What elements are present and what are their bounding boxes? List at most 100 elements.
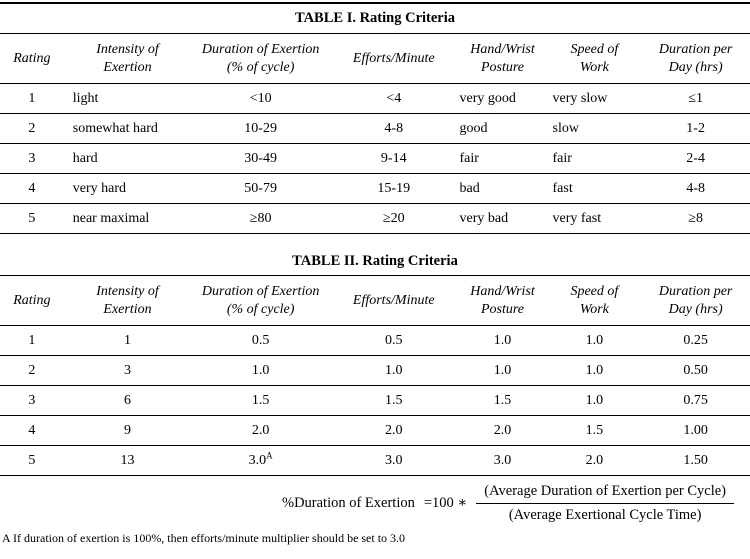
table-cell: 2 xyxy=(0,113,64,144)
table-cell: 0.5 xyxy=(191,325,330,356)
table-cell: 2 xyxy=(0,355,64,386)
table-cell: 1.0 xyxy=(330,355,458,386)
column-header-efforts: Efforts/Minute xyxy=(330,34,458,84)
table2-title: TABLE II. Rating Criteria xyxy=(0,247,750,276)
table-cell: fast xyxy=(547,173,642,204)
table-cell: 3 xyxy=(63,355,192,386)
table-cell: 9 xyxy=(63,415,192,446)
table-cell: 15-19 xyxy=(330,173,458,204)
table-cell: very fast xyxy=(547,203,642,234)
table-cell: very hard xyxy=(63,173,192,204)
column-header-duration-day: Duration per Day (hrs) xyxy=(641,276,750,326)
table-cell: ≥80 xyxy=(191,203,330,234)
table1-header-row: Rating Intensity of Exertion Duration of… xyxy=(0,34,750,84)
table-cell: 1.0 xyxy=(547,385,642,416)
formula-fraction: (Average Duration of Exertion per Cycle)… xyxy=(476,482,734,524)
column-header-efforts: Efforts/Minute xyxy=(330,276,458,326)
table-cell: 2-4 xyxy=(641,143,750,174)
table-cell: 0.50 xyxy=(641,355,750,386)
footnote-marker-sup: A xyxy=(266,449,273,460)
table2: Rating Intensity of Exertion Duration of… xyxy=(0,276,750,476)
table-cell: 1.5 xyxy=(191,385,330,416)
table-cell: fair xyxy=(547,143,642,174)
table-cell: ≥8 xyxy=(641,203,750,234)
table-cell: very slow xyxy=(547,83,642,114)
table-row: 2 somewhat hard 10-29 4-8 good slow 1-2 xyxy=(0,113,750,144)
table-cell: 1 xyxy=(63,325,192,356)
table-cell: 0.75 xyxy=(641,385,750,416)
table-cell: 1.50 xyxy=(641,445,750,476)
footnote-text: If duration of exertion is 100%, then ef… xyxy=(13,531,406,545)
table-row: 5 near maximal ≥80 ≥20 very bad very fas… xyxy=(0,203,750,234)
table-row: 5 13 3.0A 3.0 3.0 2.0 1.50 xyxy=(0,445,750,476)
column-header-posture: Hand/Wrist Posture xyxy=(457,34,548,84)
table-cell: 1.0 xyxy=(457,325,548,356)
table-cell: 1.5 xyxy=(457,385,548,416)
formula-numerator: (Average Duration of Exertion per Cycle) xyxy=(476,482,734,504)
table-cell: 0.25 xyxy=(641,325,750,356)
column-header-duration-exertion: Duration of Exertion (% of cycle) xyxy=(191,276,330,326)
table-cell: 1.0 xyxy=(457,355,548,386)
table-cell: 5 xyxy=(0,203,64,234)
table-cell: 13 xyxy=(63,445,192,476)
table-cell: hard xyxy=(63,143,192,174)
table-cell: 6 xyxy=(63,385,192,416)
table-cell: 4 xyxy=(0,415,64,446)
table-cell: 3 xyxy=(0,143,64,174)
table-cell: very bad xyxy=(457,203,548,234)
table-cell: <10 xyxy=(191,83,330,114)
column-header-rating: Rating xyxy=(0,276,64,326)
table-cell: 1.0 xyxy=(547,325,642,356)
table-cell: 1.0 xyxy=(191,355,330,386)
table-cell: 1 xyxy=(0,325,64,356)
table-cell: 4 xyxy=(0,173,64,204)
table-cell: 1 xyxy=(0,83,64,114)
footnote-a: A If duration of exertion is 100%, then … xyxy=(0,531,750,546)
table1-title: TABLE I. Rating Criteria xyxy=(0,2,750,34)
footnote-marker: A xyxy=(2,531,11,545)
table2-header-row: Rating Intensity of Exertion Duration of… xyxy=(0,276,750,326)
table-cell: 2.0 xyxy=(457,415,548,446)
table-cell: <4 xyxy=(330,83,458,114)
table-cell: 30-49 xyxy=(191,143,330,174)
column-header-speed: Speed of Work xyxy=(547,34,642,84)
table-row: 4 very hard 50-79 15-19 bad fast 4-8 xyxy=(0,173,750,204)
table-cell: near maximal xyxy=(63,203,192,234)
table-cell: 5 xyxy=(0,445,64,476)
column-header-posture: Hand/Wrist Posture xyxy=(457,276,548,326)
table1: Rating Intensity of Exertion Duration of… xyxy=(0,34,750,234)
duration-of-exertion-formula: %Duration of Exertion =100 ∗ (Average Du… xyxy=(0,482,750,524)
table-cell: slow xyxy=(547,113,642,144)
table-cell-with-footnote: 3.0A xyxy=(191,445,330,476)
table-cell: ≥20 xyxy=(330,203,458,234)
column-header-duration-day: Duration per Day (hrs) xyxy=(641,34,750,84)
cell-value: 3.0 xyxy=(248,452,267,468)
table-cell: 4-8 xyxy=(330,113,458,144)
table-row: 1 light <10 <4 very good very slow ≤1 xyxy=(0,83,750,114)
table-cell: light xyxy=(63,83,192,114)
table-row: 3 hard 30-49 9-14 fair fair 2-4 xyxy=(0,143,750,174)
formula-lhs: %Duration of Exertion xyxy=(281,494,415,511)
table-cell: good xyxy=(457,113,548,144)
table-cell: 1.0 xyxy=(547,355,642,386)
table-cell: 1-2 xyxy=(641,113,750,144)
table-cell: 0.5 xyxy=(330,325,458,356)
table-cell: 1.5 xyxy=(547,415,642,446)
formula-rhs-prefix: =100 ∗ xyxy=(423,494,468,511)
table-cell: 1.00 xyxy=(641,415,750,446)
column-header-intensity: Intensity of Exertion xyxy=(63,34,192,84)
table-cell: 2.0 xyxy=(330,415,458,446)
table-cell: 3.0 xyxy=(330,445,458,476)
table1-section: TABLE I. Rating Criteria Rating Intensit… xyxy=(0,2,750,234)
table-cell: fair xyxy=(457,143,548,174)
table-cell: 50-79 xyxy=(191,173,330,204)
table-row: 3 6 1.5 1.5 1.5 1.0 0.75 xyxy=(0,385,750,416)
table-row: 2 3 1.0 1.0 1.0 1.0 0.50 xyxy=(0,355,750,386)
column-header-speed: Speed of Work xyxy=(547,276,642,326)
formula-denominator: (Average Exertional Cycle Time) xyxy=(508,507,702,523)
table-cell: 10-29 xyxy=(191,113,330,144)
table-cell: bad xyxy=(457,173,548,204)
table-cell: 1.5 xyxy=(330,385,458,416)
table-cell: 9-14 xyxy=(330,143,458,174)
